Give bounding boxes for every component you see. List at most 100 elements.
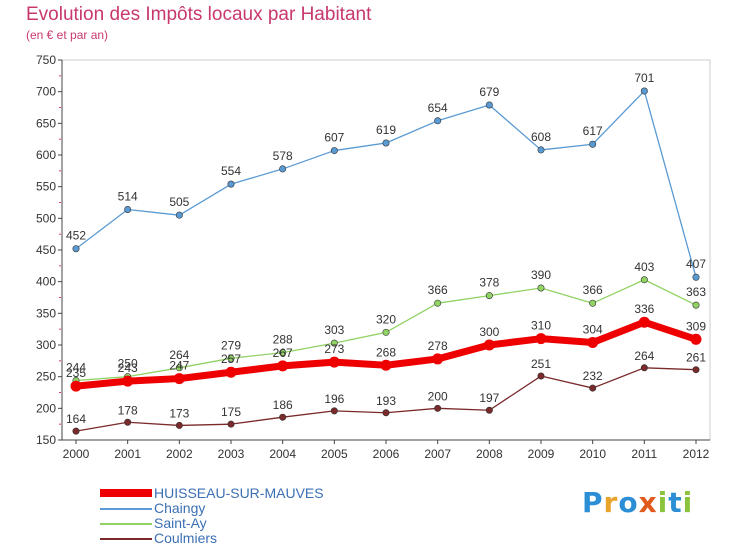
data-point — [279, 165, 287, 173]
data-label: 554 — [221, 164, 241, 178]
data-point — [690, 333, 702, 345]
data-point — [277, 360, 289, 372]
data-label: 193 — [376, 394, 396, 408]
data-point — [122, 375, 134, 387]
data-label: 264 — [634, 349, 654, 363]
data-label: 250 — [118, 357, 138, 371]
data-label: 366 — [428, 283, 448, 297]
x-tick-label: 2010 — [579, 447, 606, 461]
data-label: 505 — [169, 195, 189, 209]
y-tick-label: 750 — [36, 53, 56, 67]
data-point — [432, 353, 444, 365]
data-point — [328, 356, 340, 368]
series-line-chaingy — [75, 90, 697, 278]
y-tick-label: 500 — [36, 211, 56, 225]
data-label: 200 — [428, 389, 448, 403]
data-point — [589, 299, 597, 307]
y-tick-label: 450 — [36, 243, 56, 257]
data-label: 403 — [634, 260, 654, 274]
legend-label: Saint-Ay — [154, 515, 207, 531]
data-point — [640, 87, 648, 95]
y-tick-label: 550 — [36, 180, 56, 194]
y-tick-label: 150 — [36, 433, 56, 447]
y-tick-label: 200 — [36, 401, 56, 415]
data-label: 310 — [531, 319, 551, 333]
legend-swatch — [100, 508, 152, 510]
data-point — [382, 139, 390, 147]
data-label: 173 — [169, 406, 189, 420]
data-point — [483, 339, 495, 351]
data-label: 363 — [686, 285, 706, 299]
y-tick-label: 350 — [36, 306, 56, 320]
legend-label: HUISSEAU-SUR-MAUVES — [154, 485, 324, 501]
data-point — [225, 366, 237, 378]
data-label: 309 — [686, 319, 706, 333]
data-label: 452 — [66, 229, 86, 243]
data-point — [330, 147, 338, 155]
data-label: 320 — [376, 312, 396, 326]
data-label: 279 — [221, 338, 241, 352]
data-point — [173, 373, 185, 385]
data-point — [175, 421, 183, 429]
data-label: 366 — [583, 283, 603, 297]
data-label: 607 — [324, 131, 344, 145]
data-point — [485, 292, 493, 300]
x-tick-label: 2007 — [424, 447, 451, 461]
data-point — [227, 354, 235, 362]
data-label: 232 — [583, 369, 603, 383]
data-label: 268 — [376, 345, 396, 359]
data-label: 300 — [479, 325, 499, 339]
x-tick-label: 2009 — [528, 447, 555, 461]
data-point — [485, 406, 493, 414]
x-tick-label: 2001 — [114, 447, 141, 461]
data-point — [72, 245, 80, 253]
data-point — [640, 276, 648, 284]
data-label: 164 — [66, 412, 86, 426]
y-tick-label: 300 — [36, 338, 56, 352]
y-tick-label: 650 — [36, 116, 56, 130]
y-tick-label: 600 — [36, 148, 56, 162]
x-tick-label: 2005 — [321, 447, 348, 461]
data-point — [640, 364, 648, 372]
data-label: 288 — [273, 333, 293, 347]
data-point — [434, 299, 442, 307]
data-point — [175, 211, 183, 219]
data-label: 303 — [324, 323, 344, 337]
data-label: 701 — [634, 71, 654, 85]
x-tick-label: 2004 — [269, 447, 296, 461]
data-label: 278 — [428, 339, 448, 353]
data-label: 178 — [118, 403, 138, 417]
legend-swatch — [100, 489, 152, 497]
data-label: 378 — [479, 276, 499, 290]
y-tick-label: 400 — [36, 275, 56, 289]
data-label: 578 — [273, 149, 293, 163]
logo-letter: r — [603, 486, 619, 519]
data-label: 251 — [531, 357, 551, 371]
logo-letter: i — [657, 486, 669, 519]
data-label: 235 — [66, 366, 86, 380]
data-label: 264 — [169, 348, 189, 362]
data-point — [227, 180, 235, 188]
data-label: 261 — [686, 351, 706, 365]
data-label: 197 — [479, 391, 499, 405]
data-point — [485, 101, 493, 109]
legend-swatch — [100, 538, 152, 540]
data-label: 257 — [221, 352, 241, 366]
logo-letter: o — [618, 486, 639, 519]
data-point — [227, 420, 235, 428]
data-point — [279, 413, 287, 421]
x-tick-label: 2003 — [218, 447, 245, 461]
logo-letter: P — [582, 486, 604, 519]
data-point — [434, 117, 442, 125]
data-point — [330, 407, 338, 415]
data-point — [589, 140, 597, 148]
logo-letter: x — [638, 486, 658, 519]
data-point — [175, 364, 183, 372]
data-point — [382, 328, 390, 336]
data-point — [638, 316, 650, 328]
x-tick-label: 2008 — [476, 447, 503, 461]
data-point — [279, 349, 287, 357]
chart-subtitle: (en € et par an) — [26, 28, 109, 42]
